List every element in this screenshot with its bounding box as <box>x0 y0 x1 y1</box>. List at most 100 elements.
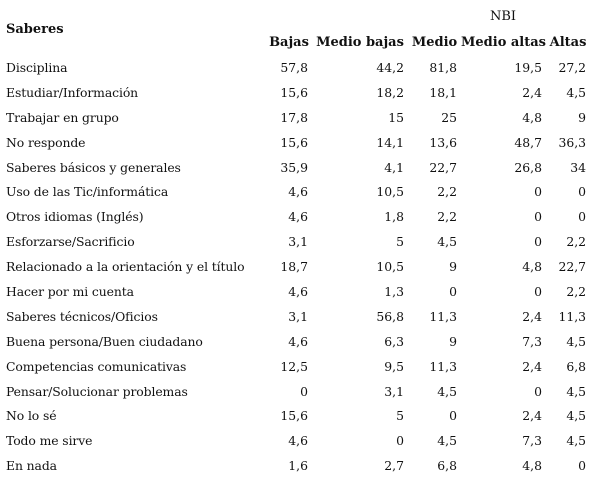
table-cell: 2,2 <box>566 234 587 250</box>
table-cell: 4,6 <box>288 283 308 299</box>
row-label: Buena persona/Buen ciudadano <box>6 333 203 349</box>
table-cell: 10,5 <box>376 259 404 275</box>
row-label: En nada <box>6 458 57 474</box>
table-cell: 4,8 <box>522 259 542 275</box>
row-label: Otros idiomas (Inglés) <box>6 209 144 225</box>
row-label: Disciplina <box>6 59 68 75</box>
table-cell: 4,5 <box>566 408 587 424</box>
table-cell: 19,5 <box>514 59 542 75</box>
table-cell: 11,3 <box>558 308 587 324</box>
table-cell: 0 <box>396 433 404 449</box>
table-cell: 18,7 <box>280 259 308 275</box>
table-cell: 5 <box>396 408 404 424</box>
group-header-nbi: NBI <box>489 8 517 24</box>
table-cell: 13,6 <box>429 134 457 150</box>
table-cell: 25 <box>441 109 457 125</box>
table-cell: 0 <box>300 383 308 399</box>
table-cell: 26,8 <box>514 159 542 175</box>
column-header: Medio <box>411 34 458 50</box>
table-row: En nada 1,6 2,7 6,8 4,8 0 <box>4 453 590 478</box>
table-cell: 15 <box>388 109 404 125</box>
table-cell: 9 <box>449 259 457 275</box>
table-cell: 44,2 <box>376 59 404 75</box>
table-row: Hacer por mi cuenta 4,6 1,3 0 0 2,2 <box>4 279 590 304</box>
table-row: Estudiar/Información 15,6 18,2 18,1 2,4 4,5 <box>4 80 590 105</box>
column-header: Altas <box>549 34 587 50</box>
table-cell: 4,6 <box>288 184 308 200</box>
table-cell: 56,8 <box>376 308 404 324</box>
table-cell: 12,5 <box>280 358 308 374</box>
table-cell: 4,8 <box>522 109 542 125</box>
table-cell: 22,7 <box>429 159 457 175</box>
table-cell: 4,5 <box>437 383 457 399</box>
table-cell: 18,2 <box>376 84 404 100</box>
table-cell: 1,8 <box>384 209 404 225</box>
row-label: Todo me sirve <box>6 433 93 449</box>
table-cell: 11,3 <box>429 358 457 374</box>
row-label: Saberes técnicos/Oficios <box>6 308 158 324</box>
table-cell: 2,4 <box>522 308 542 324</box>
table-cell: 0 <box>534 234 542 250</box>
table-cell: 11,3 <box>429 308 457 324</box>
table-cell: 27,2 <box>558 59 587 75</box>
table-cell: 3,1 <box>384 383 404 399</box>
table-row: Disciplina 57,8 44,2 81,8 19,5 27,2 <box>4 55 590 80</box>
row-label: No lo sé <box>6 408 57 424</box>
table-cell: 2,2 <box>437 209 457 225</box>
table-cell: 10,5 <box>376 184 404 200</box>
table-cell: 0 <box>534 184 542 200</box>
table-cell: 3,1 <box>288 234 308 250</box>
table-cell: 3,1 <box>288 308 308 324</box>
row-label: No responde <box>6 134 86 150</box>
table-cell: 2,4 <box>522 84 542 100</box>
row-label: Estudiar/Información <box>6 84 139 100</box>
column-header: Medio altas <box>461 34 546 50</box>
table-cell: 0 <box>534 383 542 399</box>
table-cell: 2,7 <box>384 458 404 474</box>
table-cell: 2,2 <box>566 283 587 299</box>
table-cell: 4,5 <box>437 234 457 250</box>
table-row: Buena persona/Buen ciudadano 4,6 6,3 9 7,3 4,… <box>4 329 590 354</box>
table-row: Trabajar en grupo 17,8 15 25 4,8 9 <box>4 105 590 130</box>
table-cell: 7,3 <box>522 433 542 449</box>
table-cell: 0 <box>534 209 542 225</box>
table-row: Otros idiomas (Inglés) 4,6 1,8 2,2 0 0 <box>4 204 590 229</box>
table-cell: 36,3 <box>558 134 587 150</box>
table-cell: 6,3 <box>384 333 404 349</box>
table-cell: 18,1 <box>429 84 457 100</box>
table-cell: 4,5 <box>566 433 587 449</box>
table-row: No responde 15,6 14,1 13,6 48,7 36,3 <box>4 130 590 155</box>
row-label: Relacionado a la orientación y el título <box>6 259 245 275</box>
table-cell: 6,8 <box>566 358 587 374</box>
table-row: Pensar/Solucionar problemas 0 3,1 4,5 0 4,5 <box>4 379 590 404</box>
table-cell: 4,6 <box>288 209 308 225</box>
table-cell: 6,8 <box>437 458 457 474</box>
table-cell: 4,8 <box>522 458 542 474</box>
table-cell: 4,5 <box>566 383 587 399</box>
table-row: Saberes básicos y generales 35,9 4,1 22,7 26… <box>4 155 590 180</box>
table-cell: 4,5 <box>566 333 587 349</box>
table-cell: 0 <box>578 458 587 474</box>
table-row: Esforzarse/Sacrificio 3,1 5 4,5 0 2,2 <box>4 229 590 254</box>
table-cell: 2,4 <box>522 358 542 374</box>
table-cell: 57,8 <box>280 59 308 75</box>
column-header: Medio bajas <box>316 34 404 50</box>
table-cell: 15,6 <box>280 408 308 424</box>
table-cell: 1,3 <box>384 283 404 299</box>
table-cell: 2,2 <box>437 184 457 200</box>
table-cell: 9 <box>578 109 587 125</box>
table-cell: 15,6 <box>280 134 308 150</box>
table-cell: 4,6 <box>288 333 308 349</box>
table-row: Todo me sirve 4,6 0 4,5 7,3 4,5 <box>4 428 590 453</box>
nbi-saberes-table: Saberes NBI Bajas Medio bajas Medio Medio a… <box>4 3 590 478</box>
table-cell: 4,5 <box>566 84 587 100</box>
table-header: Saberes NBI Bajas Medio bajas Medio Medio a… <box>4 3 590 55</box>
table-row: No lo sé 15,6 5 0 2,4 4,5 <box>4 403 590 428</box>
row-label: Hacer por mi cuenta <box>6 283 134 299</box>
table-cell: 48,7 <box>514 134 542 150</box>
table-cell: 4,6 <box>288 433 308 449</box>
table-cell: 1,6 <box>288 458 308 474</box>
table-cell: 2,4 <box>522 408 542 424</box>
table-cell: 14,1 <box>376 134 404 150</box>
